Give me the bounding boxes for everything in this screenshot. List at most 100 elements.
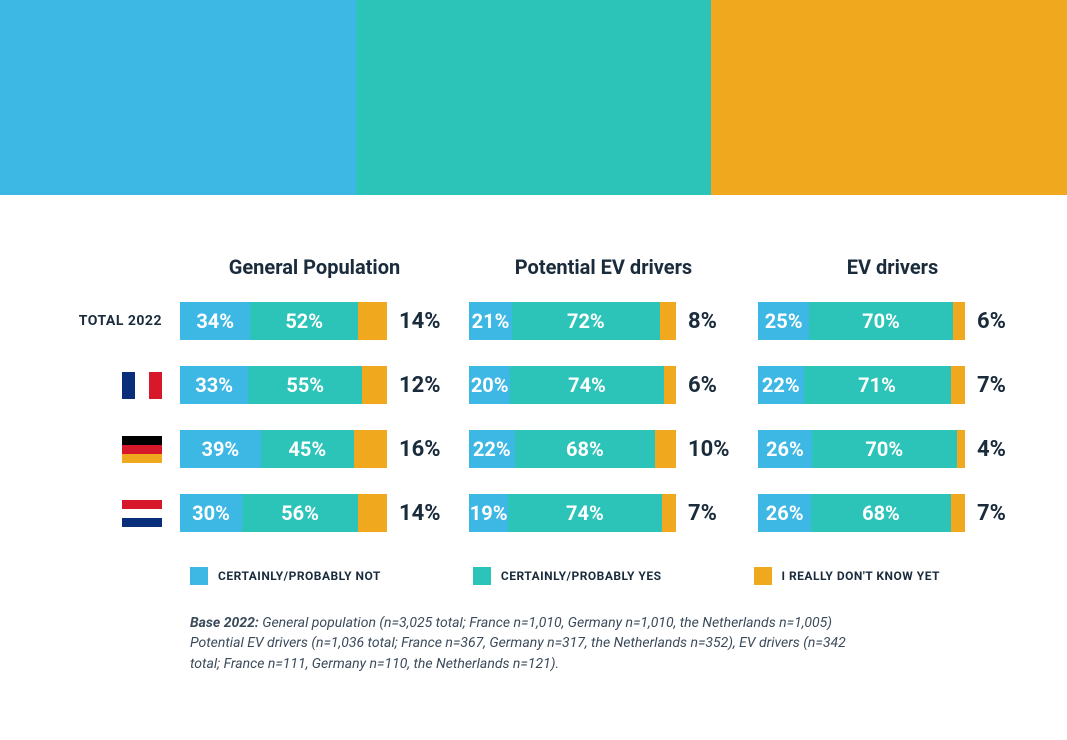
bar-group: Potential EV drivers21%72%8%20%74%6%22%6…: [469, 245, 738, 545]
row-label-total: TOTAL 2022: [40, 289, 180, 353]
seg-dk: [957, 430, 965, 468]
banner-seg-yes: [356, 0, 712, 195]
seg-yes: 68%: [811, 494, 950, 532]
seg-dk: [362, 366, 387, 404]
top-color-banner: [0, 0, 1067, 195]
legend-swatch-icon: [754, 567, 772, 585]
stacked-bar: 22%68%: [469, 430, 676, 468]
seg-not: 22%: [469, 430, 515, 468]
seg-dk: [662, 494, 676, 532]
seg-yes: 68%: [515, 430, 656, 468]
bar-group: EV drivers25%70%6%22%71%7%26%70%4%26%68%…: [758, 245, 1027, 545]
bar-row: 33%55% 12%: [180, 353, 449, 417]
seg-yes: 74%: [510, 366, 663, 404]
row-label-netherlands: [40, 481, 180, 545]
stacked-bar: 20%74%: [469, 366, 676, 404]
bar-row: 39%45% 16%: [180, 417, 449, 481]
seg-dk: [358, 302, 387, 340]
trailing-value: 7%: [688, 501, 738, 526]
seg-yes: 70%: [812, 430, 957, 468]
seg-dk: [655, 430, 676, 468]
seg-yes: 70%: [809, 302, 952, 340]
seg-not: 39%: [180, 430, 261, 468]
seg-not: 19%: [469, 494, 508, 532]
trailing-value: 16%: [399, 437, 449, 462]
seg-dk: [354, 430, 387, 468]
seg-dk: [953, 302, 965, 340]
trailing-value: 10%: [688, 437, 738, 462]
trailing-value: 8%: [688, 309, 738, 334]
trailing-value: 4%: [977, 437, 1027, 462]
seg-dk: [664, 366, 676, 404]
bar-row: 20%74% 6%: [469, 353, 738, 417]
seg-not: 26%: [758, 430, 812, 468]
trailing-value: 7%: [977, 373, 1027, 398]
seg-yes: 74%: [508, 494, 661, 532]
seg-not: 34%: [180, 302, 250, 340]
trailing-value: 6%: [977, 309, 1027, 334]
trailing-value: 14%: [399, 501, 449, 526]
seg-not: 20%: [469, 366, 510, 404]
trailing-value: 6%: [688, 373, 738, 398]
group-title: General Population: [180, 245, 449, 289]
trailing-value: 12%: [399, 373, 449, 398]
seg-yes: 72%: [512, 302, 660, 340]
stacked-bar: 26%70%: [758, 430, 965, 468]
legend: CERTAINLY/PROBABLY NOT CERTAINLY/PROBABLY…: [40, 545, 940, 585]
legend-item: CERTAINLY/PROBABLY NOT: [190, 567, 381, 585]
seg-yes: 45%: [261, 430, 354, 468]
footnote: Base 2022: General population (n=3,025 t…: [40, 585, 860, 674]
legend-swatch-icon: [190, 567, 208, 585]
bar-row: 19%74% 7%: [469, 481, 738, 545]
seg-not: 21%: [469, 302, 512, 340]
flag-france-icon: [122, 372, 162, 399]
seg-dk: [951, 366, 965, 404]
stacked-bar: 26%68%: [758, 494, 965, 532]
bar-row: 26%68% 7%: [758, 481, 1027, 545]
stacked-bar: 34%52%: [180, 302, 387, 340]
stacked-bar: 30%56%: [180, 494, 387, 532]
seg-not: 33%: [180, 366, 248, 404]
trailing-value: 7%: [977, 501, 1027, 526]
bar-row: 25%70% 6%: [758, 289, 1027, 353]
legend-label: I REALLY DON'T KNOW YET: [782, 569, 941, 583]
chart-area: TOTAL 2022 General Population 34%52% 14% 33…: [40, 245, 1027, 545]
bar-row: 26%70% 4%: [758, 417, 1027, 481]
banner-seg-not: [0, 0, 356, 195]
seg-dk: [358, 494, 387, 532]
seg-dk: [951, 494, 965, 532]
trailing-value: 14%: [399, 309, 449, 334]
group-title: EV drivers: [758, 245, 1027, 289]
bar-group: General Population 34%52% 14% 33%55% 12% 39%4…: [180, 245, 449, 545]
row-label-germany: [40, 417, 180, 481]
legend-item: CERTAINLY/PROBABLY YES: [473, 567, 662, 585]
bar-row: 34%52% 14%: [180, 289, 449, 353]
flag-netherlands-icon: [122, 500, 162, 527]
row-label-france: [40, 353, 180, 417]
flag-germany-icon: [122, 436, 162, 463]
banner-seg-dk: [711, 0, 1067, 195]
legend-swatch-icon: [473, 567, 491, 585]
legend-label: CERTAINLY/PROBABLY YES: [501, 569, 662, 583]
legend-item: I REALLY DON'T KNOW YET: [754, 567, 941, 585]
stacked-bar: 25%70%: [758, 302, 965, 340]
seg-not: 22%: [758, 366, 804, 404]
row-labels-column: TOTAL 2022: [40, 245, 180, 545]
stacked-bar: 21%72%: [469, 302, 676, 340]
seg-yes: 71%: [804, 366, 951, 404]
bar-groups: General Population34%52%14%33%55%12%39%4…: [180, 245, 1027, 545]
seg-yes: 55%: [248, 366, 362, 404]
legend-label: CERTAINLY/PROBABLY NOT: [218, 569, 381, 583]
seg-not: 26%: [758, 494, 811, 532]
stacked-bar: 19%74%: [469, 494, 676, 532]
stacked-bar: 39%45%: [180, 430, 387, 468]
stacked-bar: 33%55%: [180, 366, 387, 404]
stacked-bar: 22%71%: [758, 366, 965, 404]
group-title: Potential EV drivers: [469, 245, 738, 289]
seg-yes: 52%: [250, 302, 358, 340]
seg-not: 30%: [180, 494, 242, 532]
bar-row: 22%68% 10%: [469, 417, 738, 481]
seg-not: 25%: [758, 302, 809, 340]
footnote-text: General population (n=3,025 total; Franc…: [190, 615, 846, 672]
bar-row: 22%71% 7%: [758, 353, 1027, 417]
